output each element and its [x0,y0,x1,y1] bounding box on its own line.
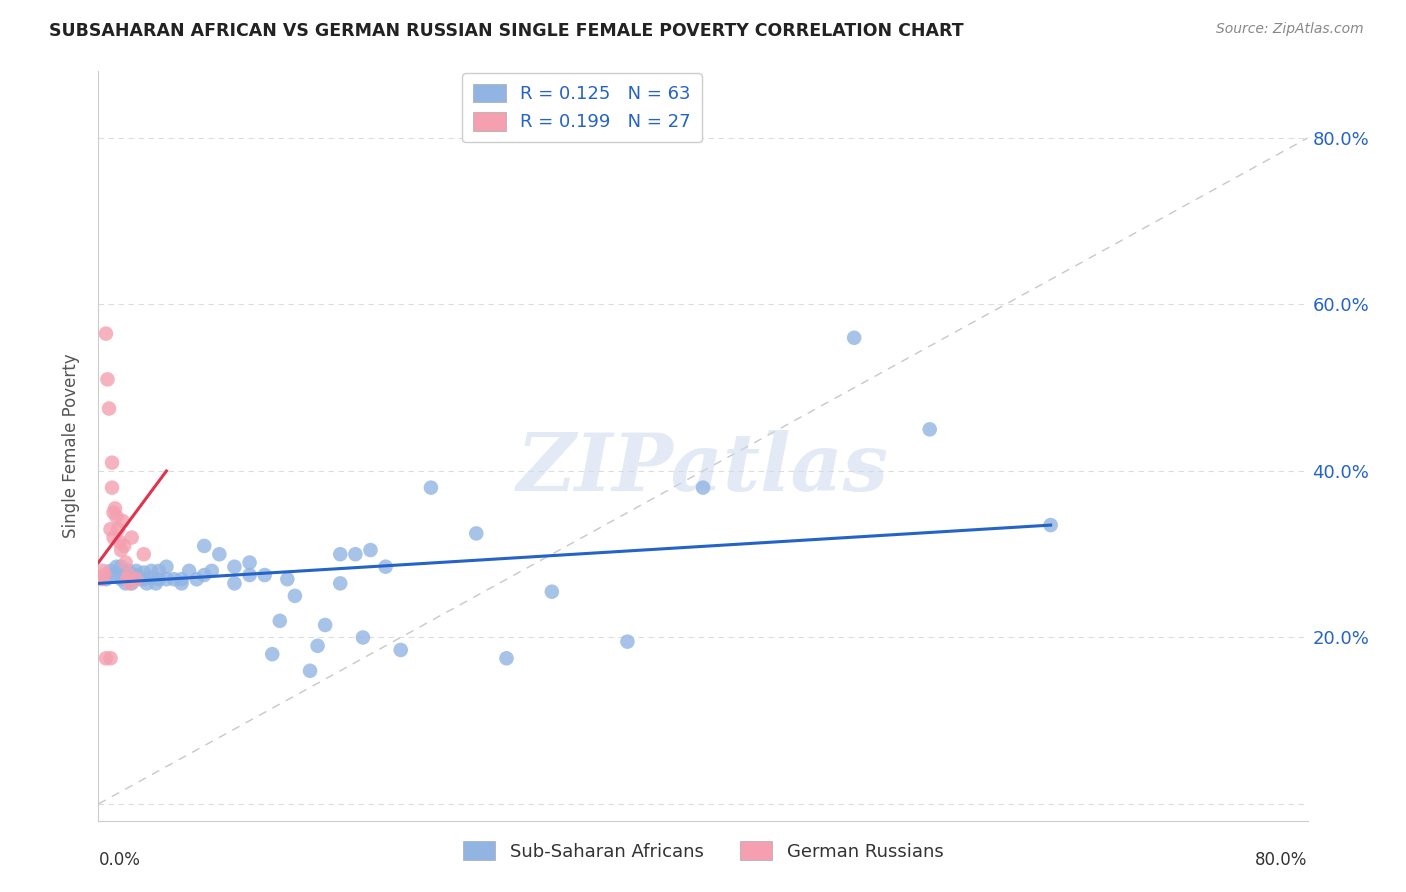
Point [93,568,115,582]
Point [170,572,193,586]
Point [94,326,117,341]
Point [105,559,128,574]
Point [110,543,132,558]
Point [121,531,143,545]
Point [101,456,124,470]
Point [94,651,117,665]
Point [125,568,148,582]
Point [1039,518,1062,533]
Point [121,570,143,584]
Point [125,572,148,586]
Point [360,543,382,558]
Point [114,556,136,570]
Point [170,576,193,591]
Point [135,576,157,591]
Point [103,568,125,582]
Point [104,501,127,516]
Point [389,643,412,657]
Point [100,651,122,665]
Text: Source: ZipAtlas.com: Source: ZipAtlas.com [1216,22,1364,37]
Point [374,559,396,574]
Point [253,568,276,582]
Point [107,522,129,536]
Point [224,576,246,591]
Point [540,584,562,599]
Point [329,576,352,591]
Point [110,572,132,586]
Point [103,506,125,520]
Point [201,564,224,578]
Point [103,531,125,545]
Point [163,572,186,586]
Point [114,576,136,591]
Point [262,647,284,661]
Point [118,572,141,586]
Point [307,639,329,653]
Point [193,568,215,582]
Point [314,618,336,632]
Point [148,572,170,586]
Point [465,526,488,541]
Point [352,631,374,645]
Text: SUBSAHARAN AFRICAN VS GERMAN RUSSIAN SINGLE FEMALE POVERTY CORRELATION CHART: SUBSAHARAN AFRICAN VS GERMAN RUSSIAN SIN… [49,22,965,40]
Point [495,651,517,665]
Point [132,566,155,580]
Point [132,572,155,586]
Point [100,564,122,578]
Point [239,556,262,570]
Point [155,559,177,574]
Text: 0.0%: 0.0% [98,851,141,869]
Point [105,509,128,524]
Point [111,514,134,528]
Point [186,572,208,586]
Point [692,481,714,495]
Point [208,547,231,561]
Point [115,572,138,586]
Point [145,576,167,591]
Text: ZIPatlas: ZIPatlas [517,430,889,508]
Legend: Sub-Saharan Africans, German Russians: Sub-Saharan Africans, German Russians [456,834,950,868]
Point [155,572,177,586]
Point [918,422,941,436]
Point [112,539,135,553]
Point [120,576,142,591]
Point [114,568,136,582]
Point [224,559,246,574]
Point [269,614,291,628]
Point [118,568,141,582]
Point [98,401,121,416]
Point [101,481,124,495]
Point [344,547,367,561]
Point [141,570,163,584]
Point [616,634,638,648]
Point [193,539,215,553]
Point [420,481,443,495]
Point [179,564,201,578]
Point [141,564,163,578]
Text: 80.0%: 80.0% [1256,851,1308,869]
Point [94,572,117,586]
Point [284,589,307,603]
Point [121,576,143,591]
Point [110,559,132,574]
Point [118,564,141,578]
Point [299,664,322,678]
Point [96,372,118,386]
Point [239,568,262,582]
Point [125,572,148,586]
Point [129,572,152,586]
Point [329,547,352,561]
Y-axis label: Single Female Poverty: Single Female Poverty [62,354,80,538]
Point [132,547,155,561]
Point [108,534,131,549]
Point [844,331,866,345]
Point [276,572,298,586]
Point [91,564,114,578]
Point [90,572,112,586]
Point [100,522,122,536]
Point [125,564,148,578]
Point [148,564,170,578]
